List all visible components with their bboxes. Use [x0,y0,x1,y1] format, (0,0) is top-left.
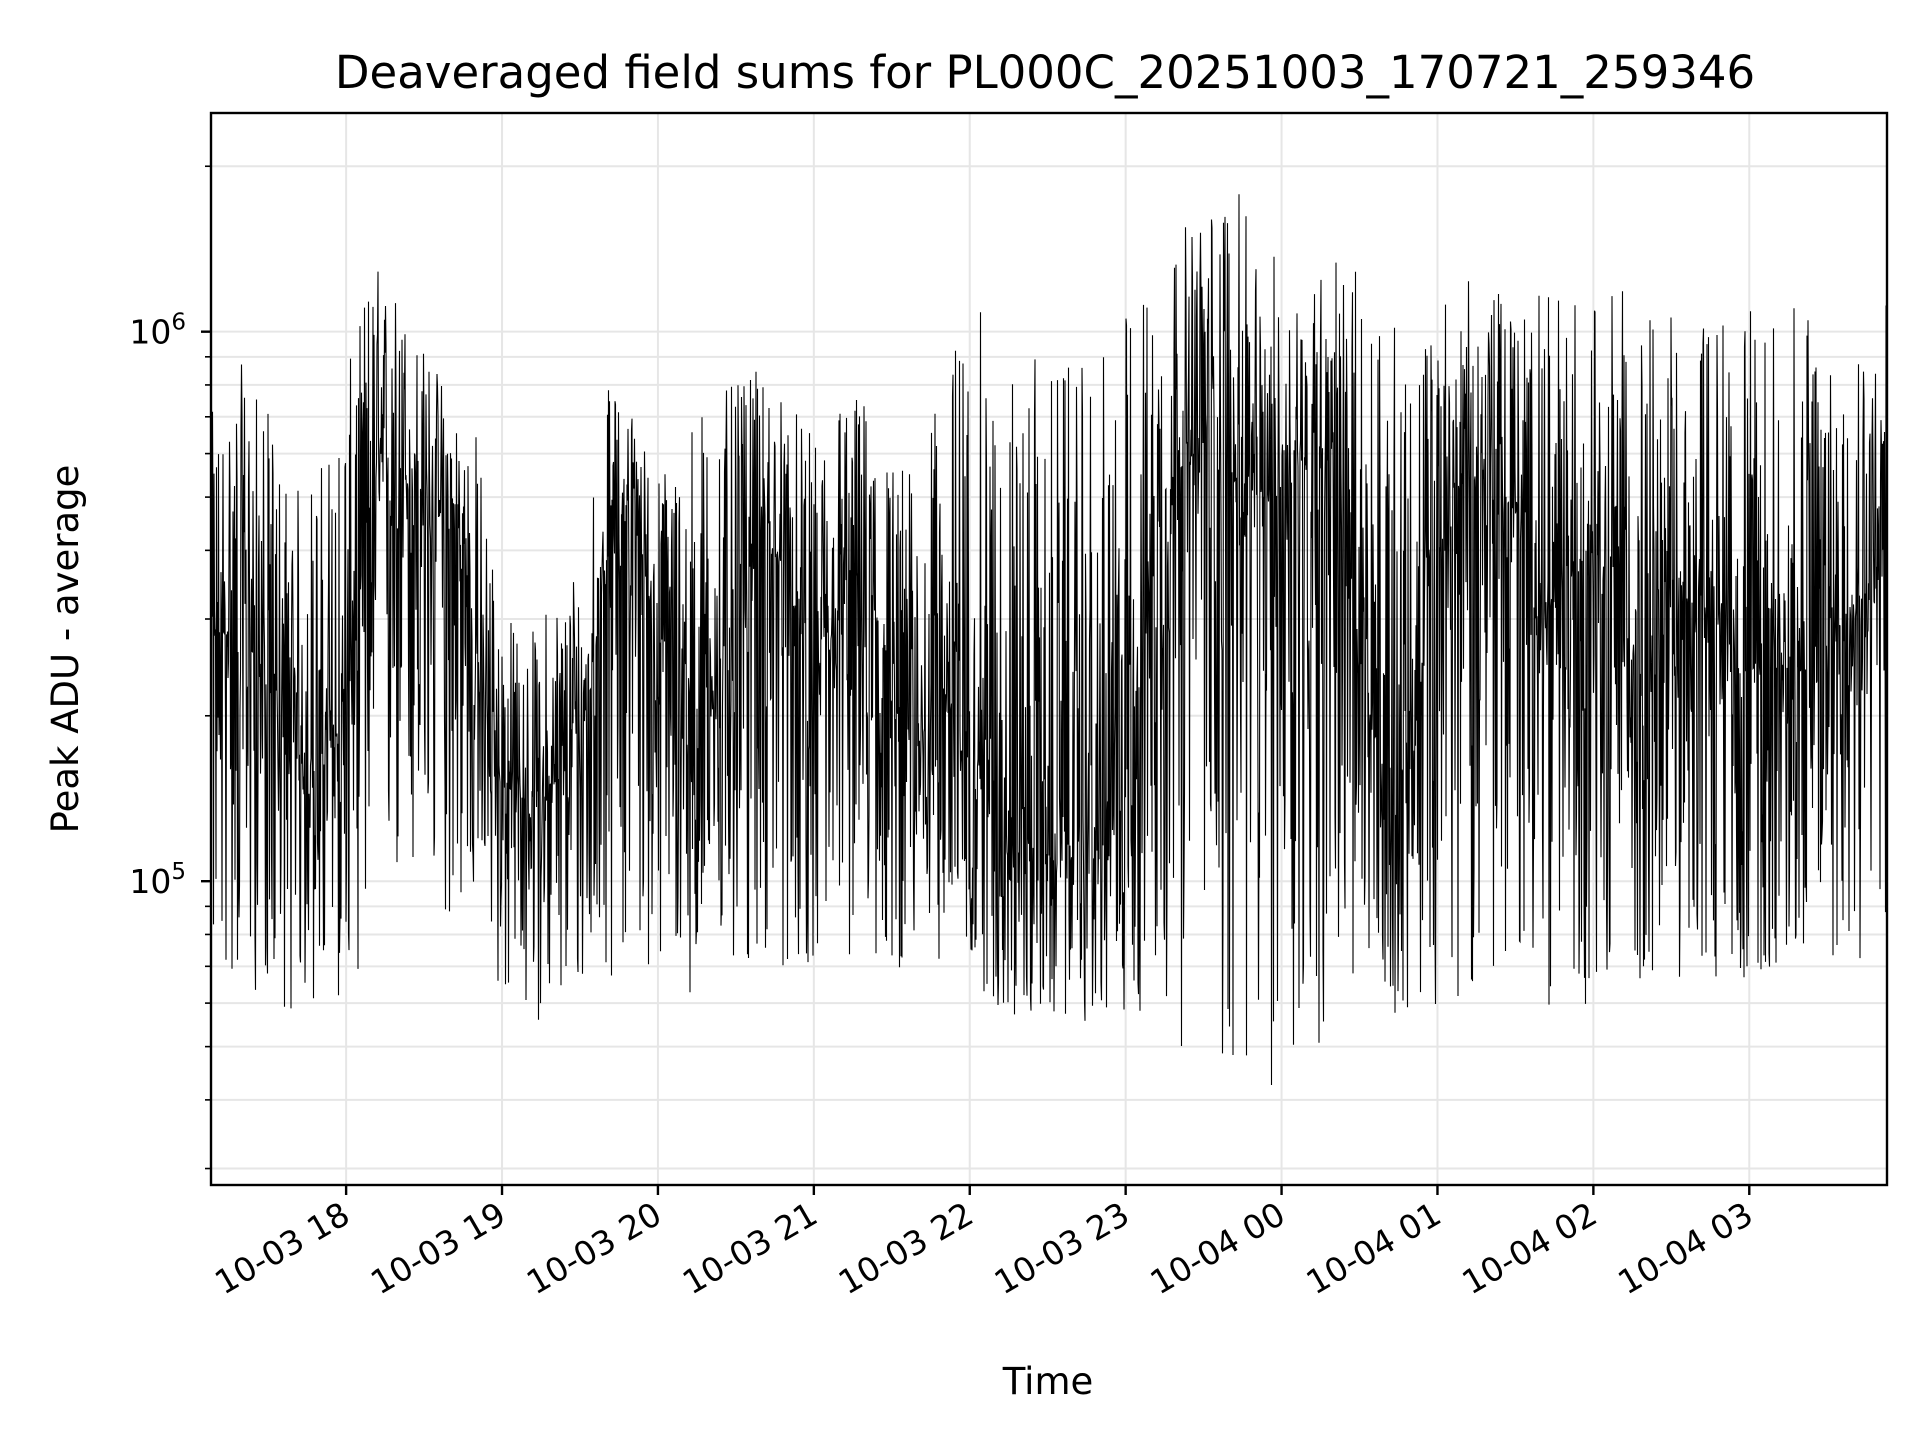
x-axis-label: Time [1002,1360,1094,1403]
plot-frame [209,111,1889,1187]
chart-title: Deaveraged field sums for PL000C_2025100… [335,46,1755,99]
y-axis-label: Peak ADU - average [44,465,87,834]
y-tick-label: 105 [129,859,186,901]
series-layer [211,194,1887,1086]
y-tick-label: 106 [129,310,186,352]
series-line [211,194,1887,1086]
